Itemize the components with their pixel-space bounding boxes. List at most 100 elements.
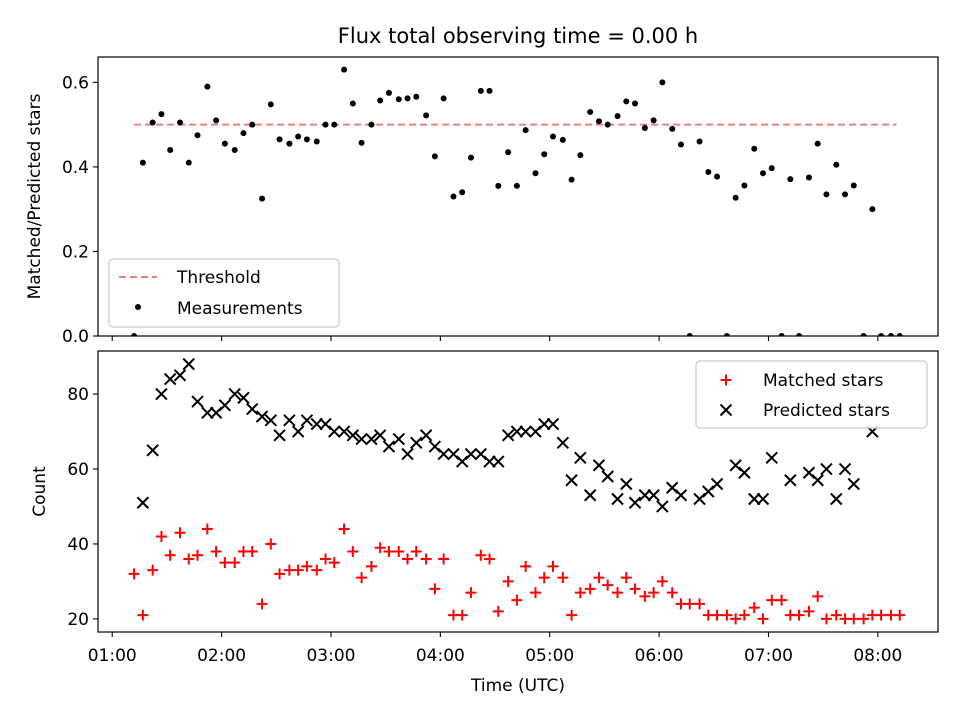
predicted-star-point (756, 492, 770, 506)
plot-area (131, 66, 903, 336)
measurement-point (723, 333, 730, 336)
matched-star-point (803, 605, 815, 617)
predicted-star-point (574, 451, 587, 464)
matched-star-point (502, 575, 514, 587)
measurement-point (167, 147, 174, 153)
matched-star-point (656, 575, 668, 587)
matched-star-point (201, 523, 213, 535)
measurement-point (231, 147, 238, 153)
matched-star-point (429, 583, 441, 595)
legend-predicted-label: Predicted stars (763, 401, 890, 421)
matched-star-point (629, 583, 641, 595)
predicted-star-point (401, 447, 414, 461)
measurement-point (404, 95, 411, 102)
series-measurements (131, 66, 903, 336)
matched-star-point (766, 594, 778, 606)
measurement-point (139, 159, 146, 166)
measurement-point (814, 140, 821, 147)
matched-star-point (265, 538, 277, 550)
matched-star-point (383, 545, 395, 557)
measurement-point (313, 138, 320, 145)
measurement-point (778, 333, 785, 336)
matched-star-point (438, 553, 450, 565)
measurement-point (641, 125, 648, 132)
matched-star-point (812, 590, 824, 602)
matched-star-point (574, 587, 586, 599)
measurement-point (477, 87, 484, 94)
predicted-star-point (382, 440, 396, 453)
predicted-star-point (611, 492, 624, 506)
predicted-star-point (628, 496, 642, 509)
predicted-star-point (738, 466, 751, 479)
legend-threshold-label: Threshold (176, 268, 261, 288)
x-tick-label: 02:00 (197, 646, 246, 666)
x-tick-label: 01:00 (88, 646, 137, 666)
y-axis-title: Matched/Predicted stars (25, 93, 45, 299)
y-tick-label: 0.6 (62, 73, 89, 93)
measurement-point (550, 133, 556, 140)
measurement-point (732, 194, 739, 201)
predicted-star-point (264, 414, 278, 427)
legend-matched-swatch (720, 374, 732, 386)
measurement-point (185, 159, 192, 166)
legend: Threshold Measurements (108, 258, 340, 328)
predicted-star-point (337, 425, 351, 438)
predicted-star-point (283, 414, 296, 427)
measurement-point (431, 153, 438, 160)
predicted-star-point (820, 462, 833, 476)
measurement-point (696, 138, 703, 145)
matched-star-point (639, 590, 651, 602)
measurement-point (395, 96, 402, 103)
matched-star-point (894, 609, 906, 621)
measurement-point (805, 174, 812, 181)
predicted-star-point (620, 477, 633, 491)
y-tick-label: 0.4 (62, 158, 89, 178)
x-tick-label: 06:00 (635, 646, 684, 666)
predicted-star-point (155, 387, 168, 401)
predicted-star-point (218, 399, 232, 412)
predicted-star-point (419, 429, 433, 442)
matched-star-point (875, 609, 887, 621)
measurement-point (358, 139, 365, 146)
measurement-point (385, 89, 392, 96)
matched-star-point (711, 609, 723, 621)
measurement-point (686, 333, 693, 336)
measurement-point (158, 111, 165, 118)
matched-star-point (547, 560, 559, 572)
x-tick-label: 03:00 (306, 646, 355, 666)
predicted-star-point (592, 459, 606, 472)
measurement-point (532, 170, 539, 177)
measurement-point (677, 141, 684, 148)
measurement-point (869, 206, 876, 213)
series-predicted-stars (136, 357, 879, 513)
measurement-point (522, 127, 529, 134)
matched-star-point (738, 609, 750, 621)
predicted-star-point (519, 425, 532, 438)
matched-star-point (128, 568, 140, 580)
predicted-star-point (538, 417, 551, 431)
matched-star-point (256, 598, 268, 610)
measurement-point (568, 176, 575, 183)
matched-star-point (694, 598, 706, 610)
y-tick-label: 0.0 (62, 327, 89, 347)
y-tick-label: 80 (67, 385, 89, 405)
predicted-star-point (346, 429, 360, 442)
predicted-star-point (300, 414, 314, 427)
matched-star-point (820, 613, 832, 625)
matched-star-point (393, 545, 405, 557)
measurement-point (505, 149, 512, 156)
predicted-star-point (601, 470, 614, 483)
matched-star-point (219, 557, 231, 569)
matched-star-point (757, 613, 769, 625)
plot-area (128, 357, 906, 625)
predicted-star-point (748, 492, 761, 506)
matched-star-point (210, 545, 222, 557)
predicted-star-point (365, 432, 378, 446)
legend-box (695, 360, 928, 429)
predicted-star-point (173, 369, 187, 382)
predicted-star-point (838, 462, 852, 476)
measurement-point (887, 333, 894, 336)
matched-star-point (484, 553, 496, 565)
measurement-point (495, 182, 502, 189)
